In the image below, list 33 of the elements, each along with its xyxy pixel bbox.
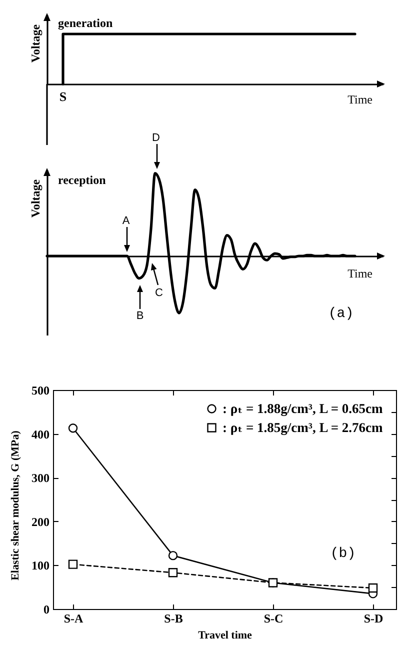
x-axis-title: Travel time [198,630,252,642]
point [168,550,178,560]
x-axis-title: Time [348,92,372,106]
y-tick-label: 100 [32,558,50,573]
y-axis-title: Voltage [28,24,42,63]
point [268,578,278,588]
point [68,560,78,569]
point [68,424,78,433]
y-tick-label: 300 [32,471,50,486]
legend-label: : ρₜ = 1.88g/cm³, L = 0.65cm [222,400,384,416]
y-axis-title: Voltage [28,178,42,218]
annotation: A [122,215,130,227]
y-tick-label: 500 [32,384,50,398]
point [368,583,378,593]
y-axis-title: Elastic shear modulus, G (MPa) [10,430,22,580]
legend-label: : ρₜ = 1.85g/cm³, L = 2.76cm [222,420,384,435]
y-tick-label: 200 [32,514,50,529]
annotation: B [136,310,144,322]
annotation: C [155,287,164,299]
text: S [59,89,67,104]
y-tick-label: 400 [32,427,50,442]
x-tick-label: S-A [64,612,84,626]
text: D [152,132,160,144]
annotation: (a) [328,306,354,322]
chart-title: reception [58,173,106,187]
x-axis-title: Time [348,266,372,280]
chart-title: generation [58,16,113,30]
x-tick-label: S-B [164,612,183,626]
annotation: (b) [330,546,356,562]
x-tick-label: S-D [364,612,384,626]
y-tick-label: 0 [44,602,50,616]
point [168,568,178,578]
x-tick-label: S-C [264,612,284,626]
